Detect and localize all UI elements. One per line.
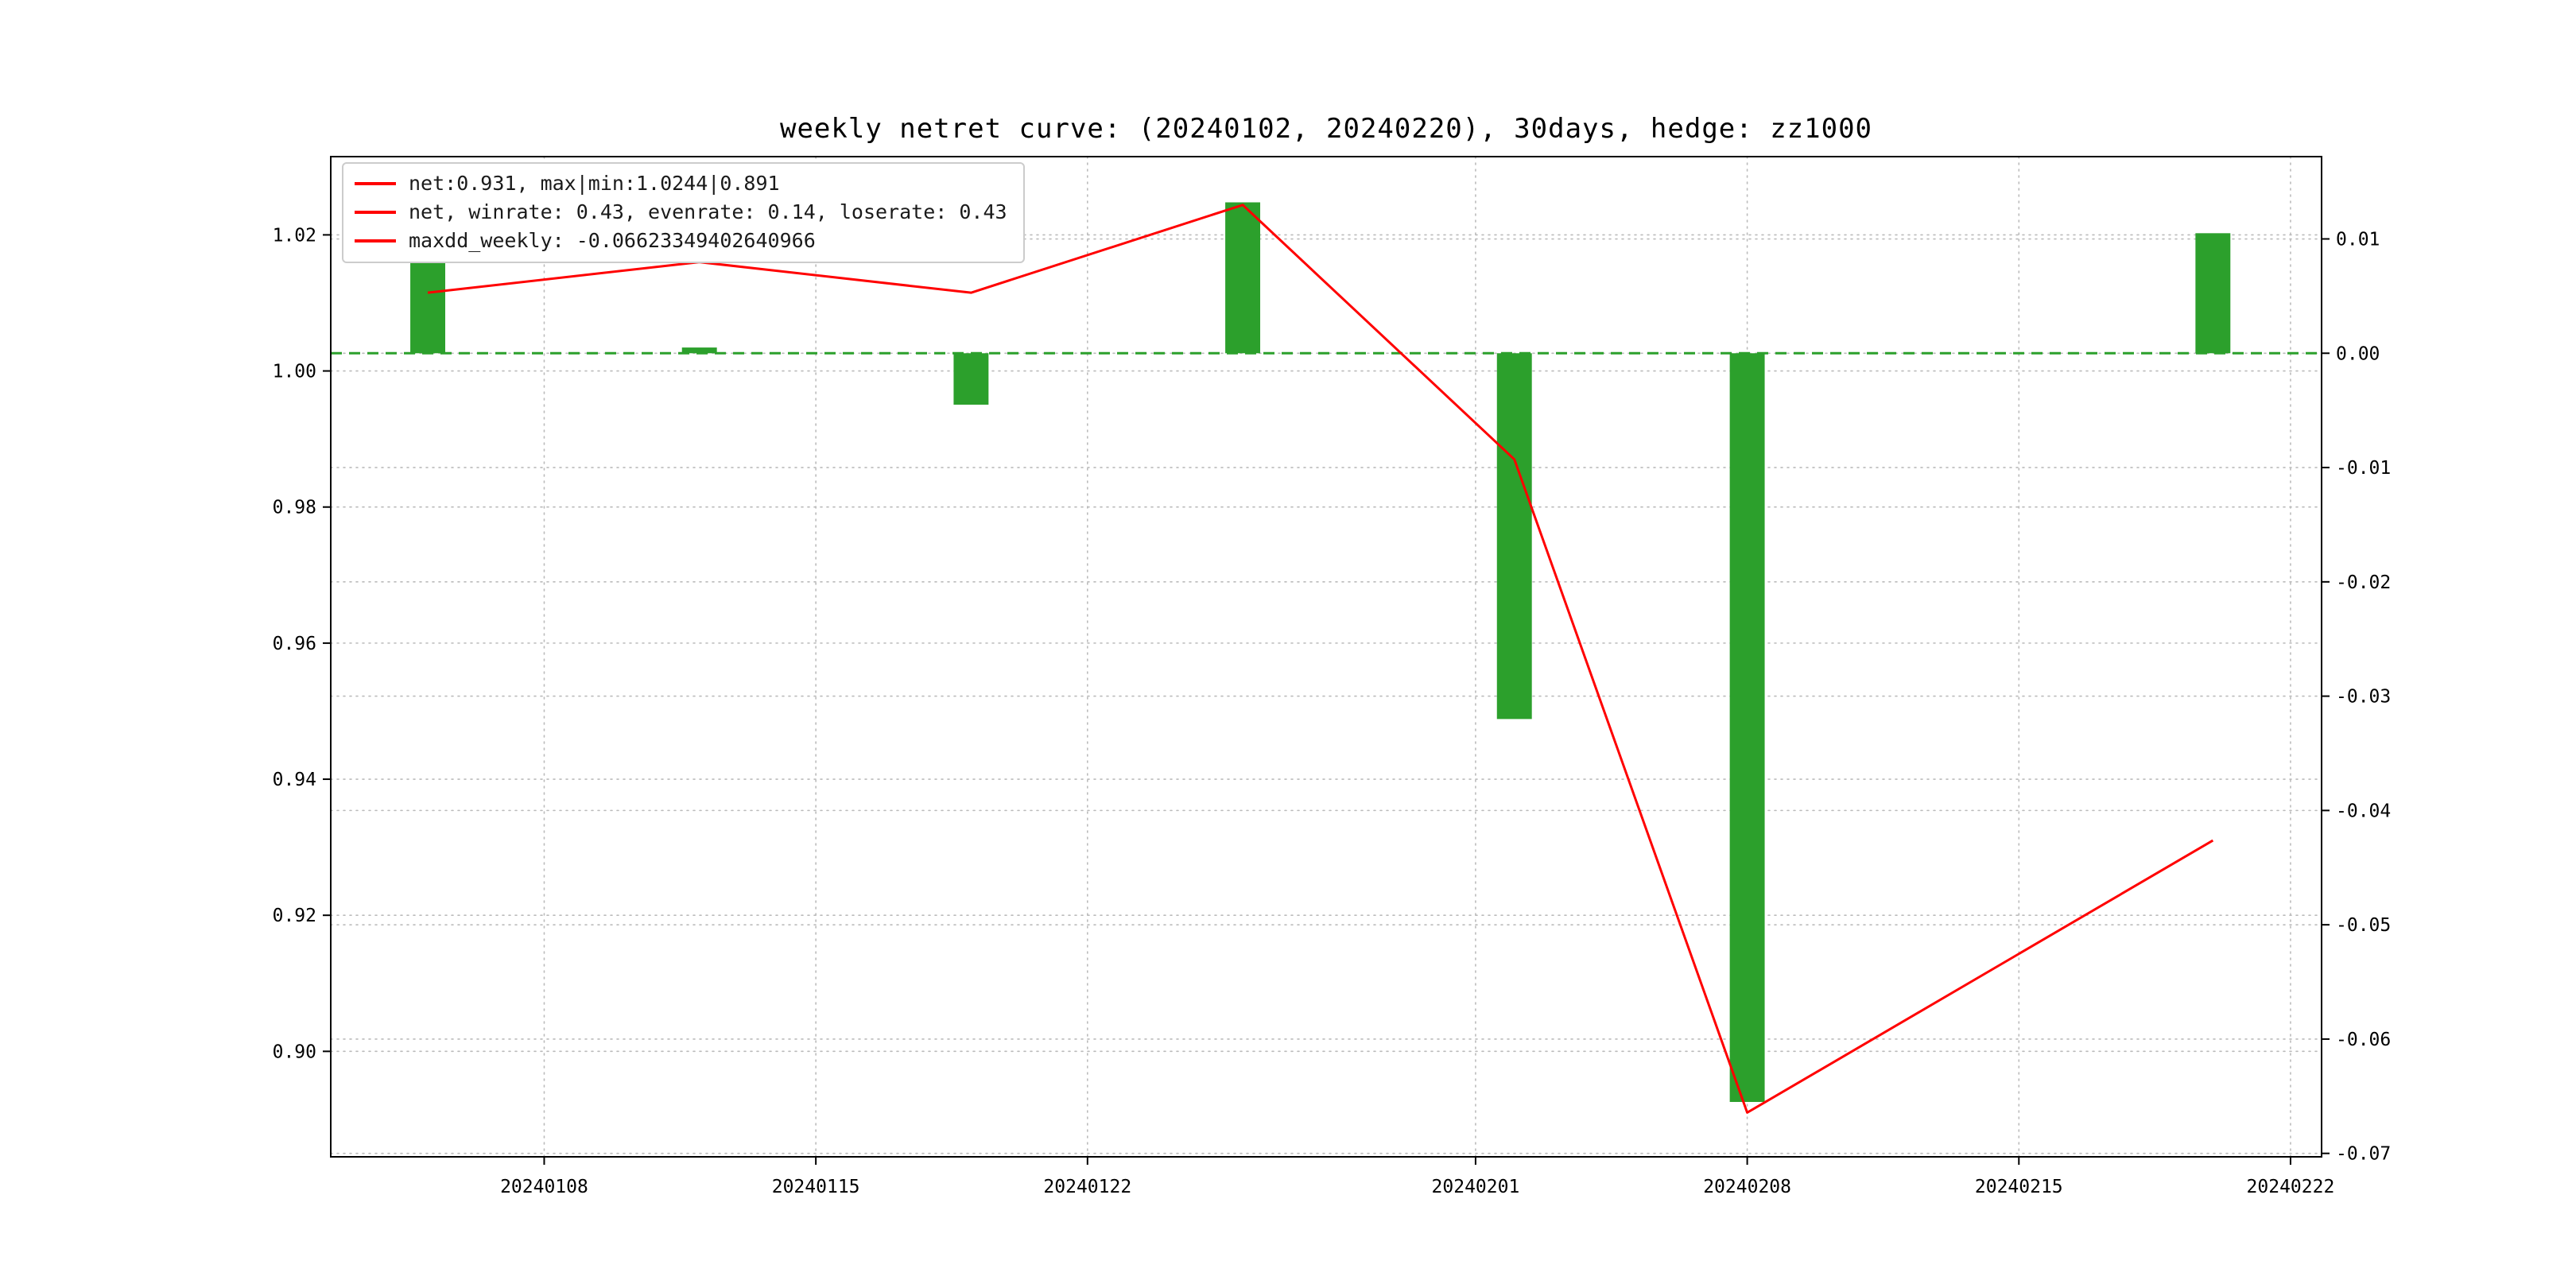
left-tick-label: 0.92 [273,906,316,926]
left-tick-label: 0.90 [273,1042,316,1062]
right-tick-label: -0.02 [2336,572,2391,593]
weekly-return-bar [410,262,445,354]
x-tick-label: 20240215 [1975,1177,2063,1197]
x-tick-label: 20240122 [1043,1177,1131,1197]
x-tick-label: 20240115 [772,1177,860,1197]
weekly-return-bar [1225,202,1261,354]
left-tick-label: 1.02 [273,225,316,246]
legend-entry: maxdd_weekly: -0.06623349402640966 [355,229,1007,252]
right-tick-label: -0.06 [2336,1030,2391,1050]
legend-entry: net:0.931, max|min:1.0244|0.891 [355,172,1007,195]
right-tick-label: 0.00 [2336,343,2380,364]
right-tick-label: -0.03 [2336,687,2391,708]
legend-label: net:0.931, max|min:1.0244|0.891 [409,172,780,195]
legend-line-swatch [355,239,396,242]
legend-line-swatch [355,181,396,185]
chart-title: weekly netret curve: (20240102, 20240220… [779,113,1873,145]
x-tick-label: 20240208 [1703,1177,1791,1197]
legend-entry: net, winrate: 0.43, evenrate: 0.14, lose… [355,200,1007,223]
legend: net:0.931, max|min:1.0244|0.891 net, win… [342,162,1025,263]
x-tick-label: 20240108 [500,1177,588,1197]
left-tick-label: 0.96 [273,634,316,654]
legend-label: net, winrate: 0.43, evenrate: 0.14, lose… [409,200,1007,223]
x-tick-label: 20240222 [2247,1177,2335,1197]
weekly-return-bar [681,347,717,354]
weekly-return-bar [2195,233,2231,354]
weekly-return-bar [1496,353,1532,720]
legend-line-swatch [355,210,396,214]
left-tick-label: 0.98 [273,498,316,518]
left-tick-label: 0.94 [273,770,316,790]
right-tick-label: -0.01 [2336,458,2391,479]
net-curve-line [427,204,2214,1114]
legend-label: maxdd_weekly: -0.06623349402640966 [409,229,816,252]
x-tick-label: 20240201 [1432,1177,1520,1197]
weekly-return-bar [953,353,989,405]
right-tick-label: -0.07 [2336,1144,2391,1165]
plot-border [330,156,2322,1158]
weekly-return-bar [1729,353,1765,1102]
left-tick-label: 1.00 [273,362,316,382]
right-tick-label: 0.01 [2336,230,2380,250]
right-tick-label: -0.05 [2336,915,2391,936]
right-tick-label: -0.04 [2336,801,2391,821]
